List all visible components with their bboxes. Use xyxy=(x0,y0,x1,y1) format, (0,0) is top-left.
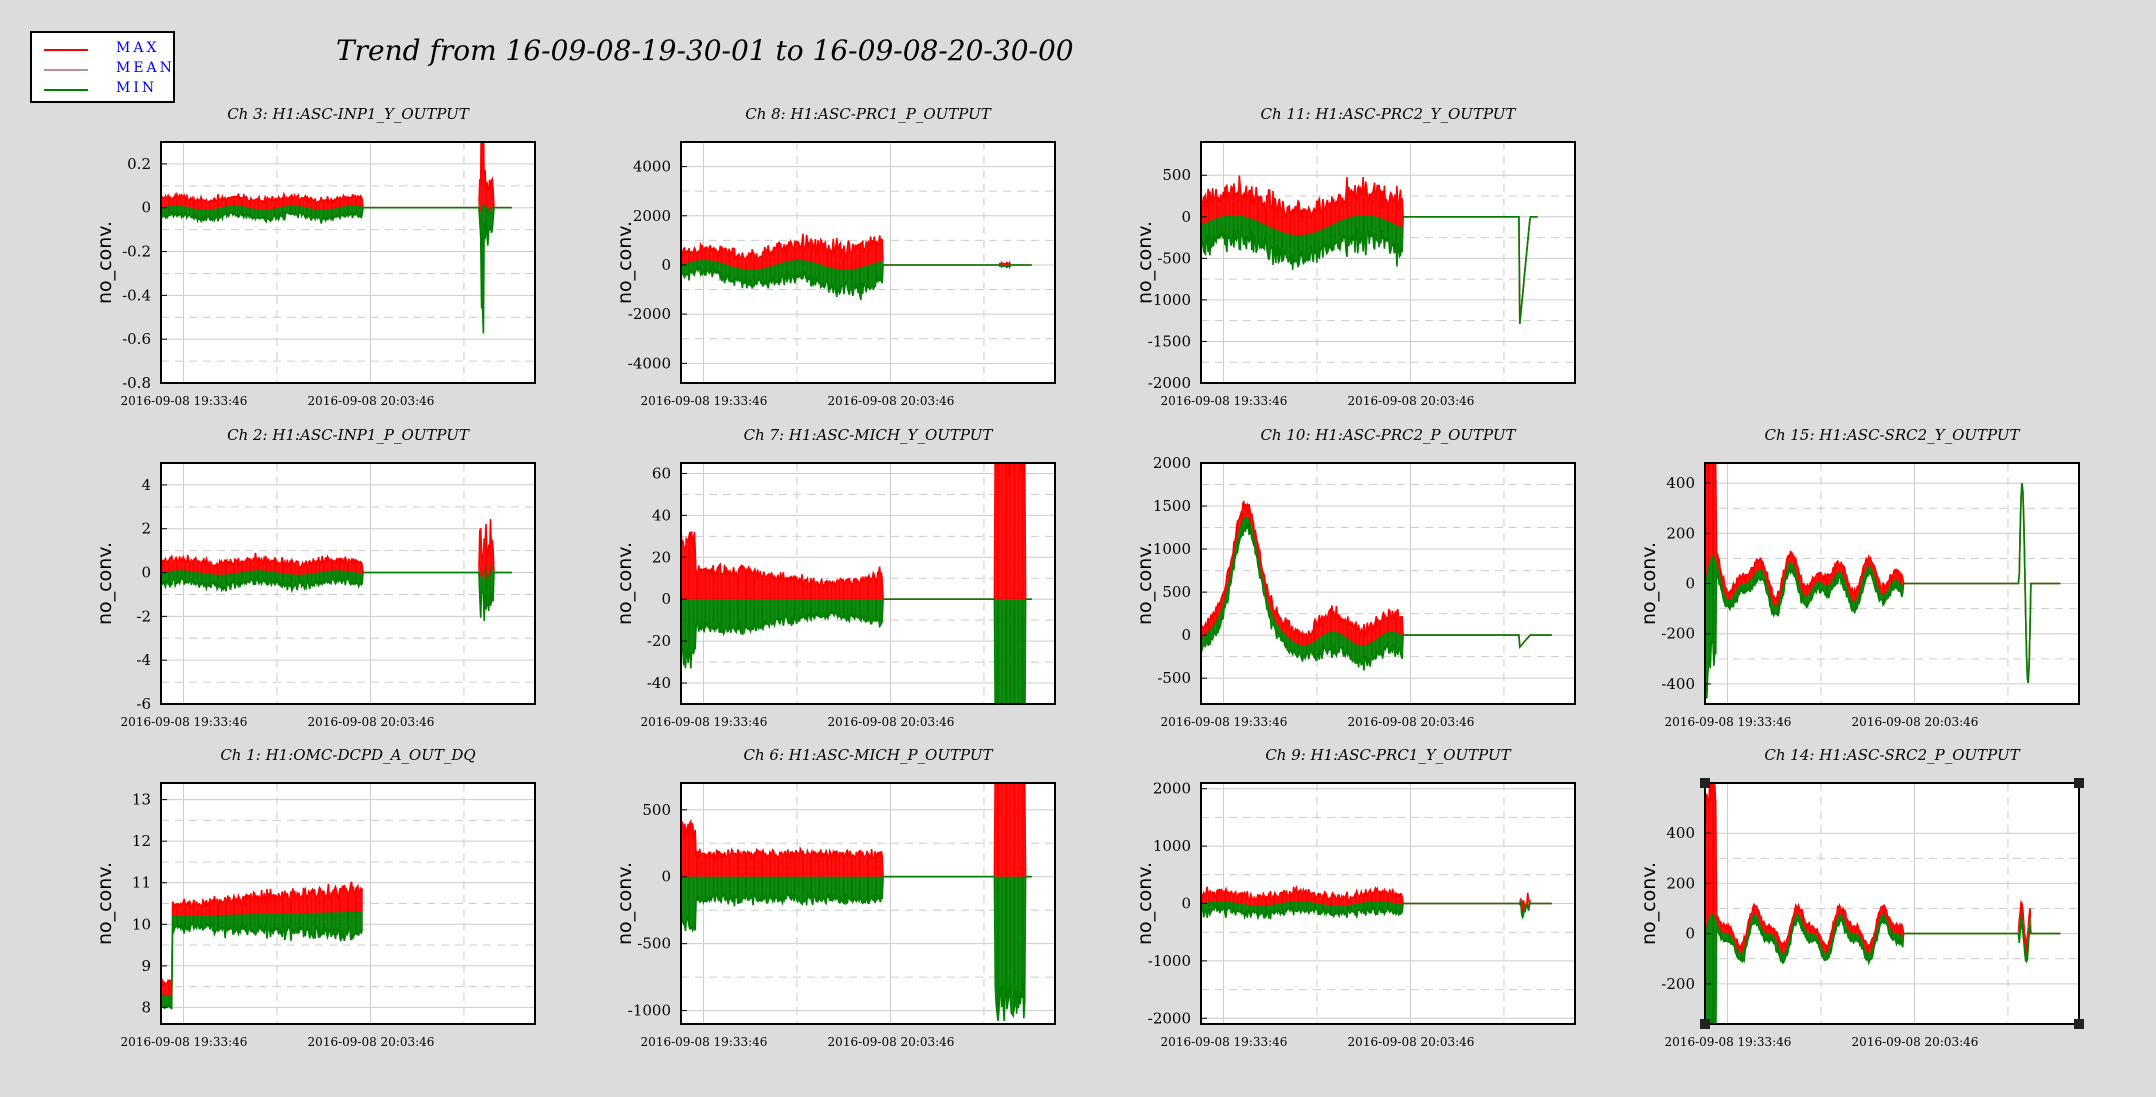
y-tick-label: -0.4 xyxy=(122,286,151,304)
y-tick-label: 500 xyxy=(1162,166,1191,184)
chart-title: Ch 10: H1:ASC-PRC2_P_OUTPUT xyxy=(1260,426,1516,444)
page-title: Trend from 16-09-08-19-30-01 to 16-09-08… xyxy=(336,34,1074,67)
y-tick-label: -2000 xyxy=(628,305,671,323)
chart-panel: -0.8 -0.6 -0.4 -0.2 0 0.2 2016-09-08 19:33:46 2… xyxy=(94,105,536,408)
x-tick-label: 2016-09-08 19:33:46 xyxy=(1161,715,1288,729)
y-tick-label: 1000 xyxy=(1153,540,1191,558)
series-group xyxy=(1201,175,1538,324)
plot-frame xyxy=(680,462,1056,705)
y-tick-label: 0 xyxy=(661,256,671,274)
plot-frame xyxy=(680,141,1056,384)
y-tick-label: 2 xyxy=(141,520,151,538)
x-tick-label: 2016-09-08 20:03:46 xyxy=(828,394,955,408)
y-tick-label: -6 xyxy=(136,695,151,713)
legend-swatch-min xyxy=(44,89,88,91)
y-axis-label: no_conv. xyxy=(1134,542,1156,625)
y-axis-label: no_conv. xyxy=(94,542,116,625)
chart-title: Ch 8: H1:ASC-PRC1_P_OUTPUT xyxy=(745,105,992,123)
plot-area xyxy=(161,142,535,383)
y-tick-label: 60 xyxy=(652,464,671,482)
y-tick-label: -2000 xyxy=(1148,374,1191,392)
y-tick-label: -0.6 xyxy=(122,330,151,348)
y-axis-label: no_conv. xyxy=(614,542,636,625)
chart-title: Ch 3: H1:ASC-INP1_Y_OUTPUT xyxy=(227,105,470,123)
chart-panel: -4000 -2000 0 2000 4000 2016-09-08 19:33:46 20… xyxy=(614,105,1056,408)
legend-item-max: MAX xyxy=(40,39,170,59)
y-axis-label: no_conv. xyxy=(614,221,636,304)
y-tick-label: 4 xyxy=(141,476,151,494)
y-tick-label: 40 xyxy=(652,506,671,524)
x-tick-label: 2016-09-08 19:33:46 xyxy=(641,715,768,729)
chart-panel: -40 -20 0 20 40 60 2016-09-08 19:33:46 2016-09-… xyxy=(614,426,1056,729)
legend-item-min: MIN xyxy=(40,79,170,99)
y-tick-label: -1500 xyxy=(1148,332,1191,350)
y-tick-label: -500 xyxy=(1157,249,1191,267)
y-tick-label: 0 xyxy=(1181,626,1191,644)
y-tick-label: 500 xyxy=(1162,583,1191,601)
x-tick-label: 2016-09-08 19:33:46 xyxy=(121,715,248,729)
chart-panel: -500 0 500 1000 1500 2000 2016-09-08 19:33:46 2… xyxy=(1134,426,1576,729)
series-group xyxy=(681,463,1032,704)
chart-title: Ch 7: H1:ASC-MICH_Y_OUTPUT xyxy=(744,426,994,444)
y-tick-label: -40 xyxy=(647,674,671,692)
y-tick-label: -500 xyxy=(1157,669,1191,687)
chart-panel: -6 -4 -2 0 2 4 2016-09-08 19:33:46 2016-09-08 2… xyxy=(94,426,536,729)
x-tick-label: 2016-09-08 20:03:46 xyxy=(308,394,435,408)
y-tick-label: -0.2 xyxy=(122,243,151,261)
plot-area xyxy=(1201,142,1575,383)
legend-label-mean: MEAN xyxy=(116,60,175,76)
series-group xyxy=(161,519,512,621)
y-tick-label: 0 xyxy=(1181,208,1191,226)
series-group xyxy=(1705,463,2061,703)
chart-panel: -2000 -1500 -1000 -500 0 500 2016-09-08 19:33:… xyxy=(1134,105,1576,408)
series-group xyxy=(681,233,1032,301)
y-tick-label: -20 xyxy=(647,632,671,650)
y-tick-label: 20 xyxy=(652,548,671,566)
y-tick-label: -2 xyxy=(136,607,151,625)
x-tick-label: 2016-09-08 20:03:46 xyxy=(1348,394,1475,408)
legend-label-min: MIN xyxy=(116,80,158,96)
y-axis-label: no_conv. xyxy=(94,221,116,304)
x-tick-label: 2016-09-08 19:33:46 xyxy=(1161,394,1288,408)
y-tick-label: -4000 xyxy=(628,354,671,372)
x-tick-label: 2016-09-08 20:03:46 xyxy=(828,715,955,729)
y-tick-label: 0.2 xyxy=(127,155,151,173)
legend: MAX MEAN MIN xyxy=(30,31,175,103)
x-tick-label: 2016-09-08 19:33:46 xyxy=(641,394,768,408)
x-tick-label: 2016-09-08 19:33:46 xyxy=(121,394,248,408)
y-tick-label: 0 xyxy=(141,564,151,582)
y-tick-label: -0.8 xyxy=(122,374,151,392)
x-tick-label: 2016-09-08 20:03:46 xyxy=(1348,715,1475,729)
chart-title: Ch 11: H1:ASC-PRC2_Y_OUTPUT xyxy=(1261,105,1517,123)
y-tick-label: 4000 xyxy=(633,158,671,176)
chart-title: Ch 2: H1:ASC-INP1_P_OUTPUT xyxy=(227,426,470,444)
y-tick-label: -4 xyxy=(136,651,151,669)
y-tick-label: 2000 xyxy=(1153,454,1191,472)
y-tick-label: -1000 xyxy=(1148,291,1191,309)
y-tick-label: 1500 xyxy=(1153,497,1191,515)
plot-frame xyxy=(160,462,536,705)
legend-swatch-max xyxy=(44,49,88,51)
series-group xyxy=(161,142,512,334)
legend-label-max: MAX xyxy=(116,40,160,56)
series-group xyxy=(1201,500,1552,671)
plot-frame xyxy=(160,141,536,384)
y-tick-label: 2000 xyxy=(633,207,671,225)
y-tick-label: 0 xyxy=(661,590,671,608)
x-tick-label: 2016-09-08 20:03:46 xyxy=(308,715,435,729)
legend-item-mean: MEAN xyxy=(40,59,172,79)
legend-swatch-mean xyxy=(44,69,88,71)
plot-area xyxy=(1201,463,1575,704)
y-tick-label: 0 xyxy=(141,199,151,217)
plot-frame xyxy=(1200,462,1576,705)
y-axis-label: no_conv. xyxy=(1134,221,1156,304)
plot-frame xyxy=(1200,141,1576,384)
